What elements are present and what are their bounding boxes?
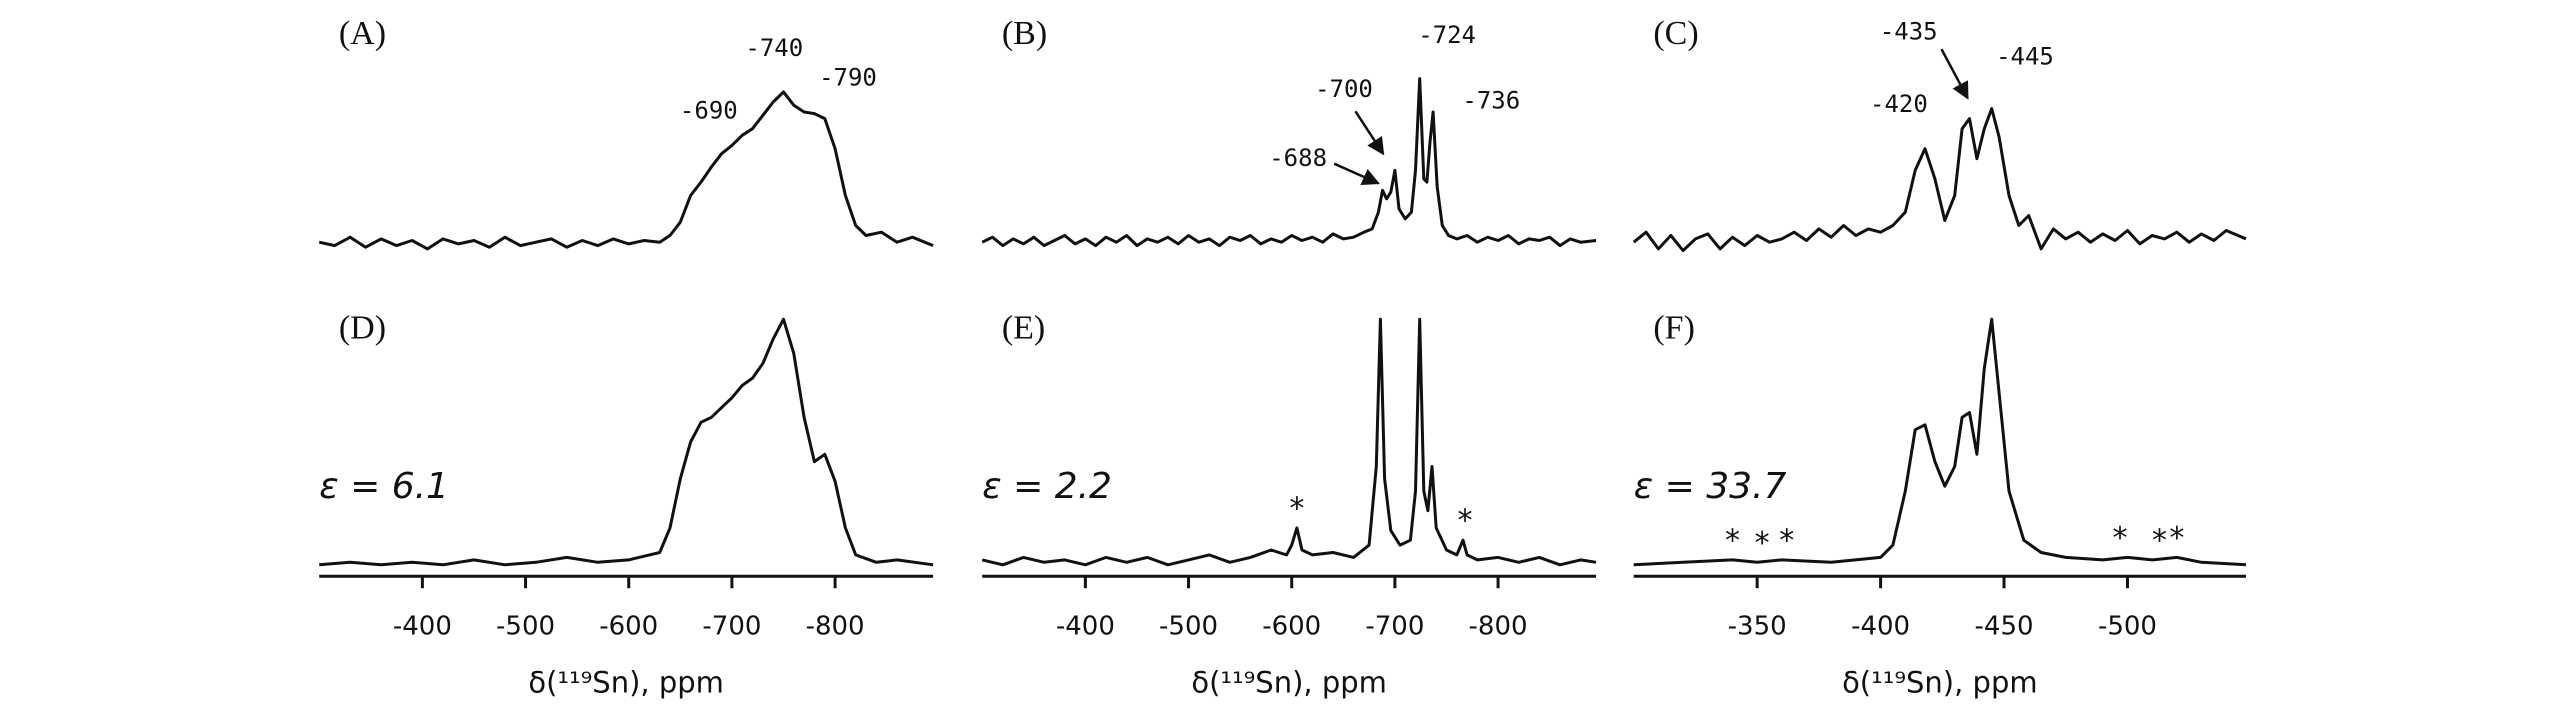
x-tick-label: -450	[1975, 611, 2034, 641]
sideband-marker: *	[1755, 526, 1770, 561]
x-tick-label: -600	[599, 611, 658, 641]
x-tick-label: -700	[702, 611, 761, 641]
sideband-marker: *	[2152, 523, 2167, 558]
x-tick-label: -700	[1365, 611, 1424, 641]
sideband-marker: *	[2169, 521, 2184, 556]
panel-label: (D)	[339, 309, 386, 346]
epsilon-label: ε = 33.7	[1634, 466, 1787, 507]
x-tick-label: -600	[1262, 611, 1321, 641]
arrow	[1940, 48, 1969, 100]
x-tick-label: -400	[393, 611, 452, 641]
x-tick-label: -800	[806, 611, 865, 641]
peak-label: -724	[1418, 21, 1476, 49]
x-tick-label: -400	[1056, 611, 1115, 641]
peak-label: -736	[1462, 86, 1520, 114]
spectrum	[981, 317, 1597, 567]
spectrum	[1633, 317, 2247, 567]
peak-label: -420	[1870, 90, 1928, 118]
sideband-marker: *	[1725, 523, 1740, 558]
x-tick-label: -500	[2098, 611, 2157, 641]
peak-label: -688	[1269, 144, 1327, 172]
panel-label: (A)	[339, 15, 386, 52]
spectrum	[319, 317, 934, 567]
sideband-marker: *	[2113, 521, 2128, 556]
peak-label: -690	[680, 96, 738, 124]
peak-label: -700	[1315, 75, 1373, 103]
panel-label: (E)	[1002, 309, 1045, 346]
x-tick-label: -500	[496, 611, 555, 641]
sideband-marker: *	[1779, 523, 1794, 558]
sideband-marker: *	[1289, 491, 1304, 526]
x-tick-label: -500	[1159, 611, 1218, 641]
arrow	[1333, 162, 1380, 185]
peak-label: -740	[745, 34, 803, 62]
panel-label: (B)	[1002, 15, 1047, 52]
x-tick-label: -350	[1728, 611, 1787, 641]
peak-label: -790	[819, 64, 877, 92]
epsilon-label: ε = 2.2	[982, 466, 1112, 507]
arrow	[1354, 110, 1385, 156]
peak-label: -435	[1880, 18, 1938, 46]
spectrum	[318, 90, 934, 251]
x-axis-label: δ(¹¹⁹Sn), ppm	[528, 665, 724, 699]
epsilon-label: ε = 6.1	[319, 466, 449, 507]
panel-label: (F)	[1653, 309, 1695, 346]
panel-label: (C)	[1653, 15, 1698, 52]
x-tick-label: -800	[1469, 611, 1528, 641]
spectrum	[1632, 107, 2247, 253]
sideband-marker: *	[1458, 504, 1473, 539]
x-tick-label: -400	[1851, 611, 1910, 641]
peak-label: -445	[1996, 42, 2054, 70]
x-axis-label: δ(¹¹⁹Sn), ppm	[1842, 665, 2038, 699]
x-axis-label: δ(¹¹⁹Sn), ppm	[1191, 665, 1387, 699]
spectrum	[981, 77, 1597, 248]
